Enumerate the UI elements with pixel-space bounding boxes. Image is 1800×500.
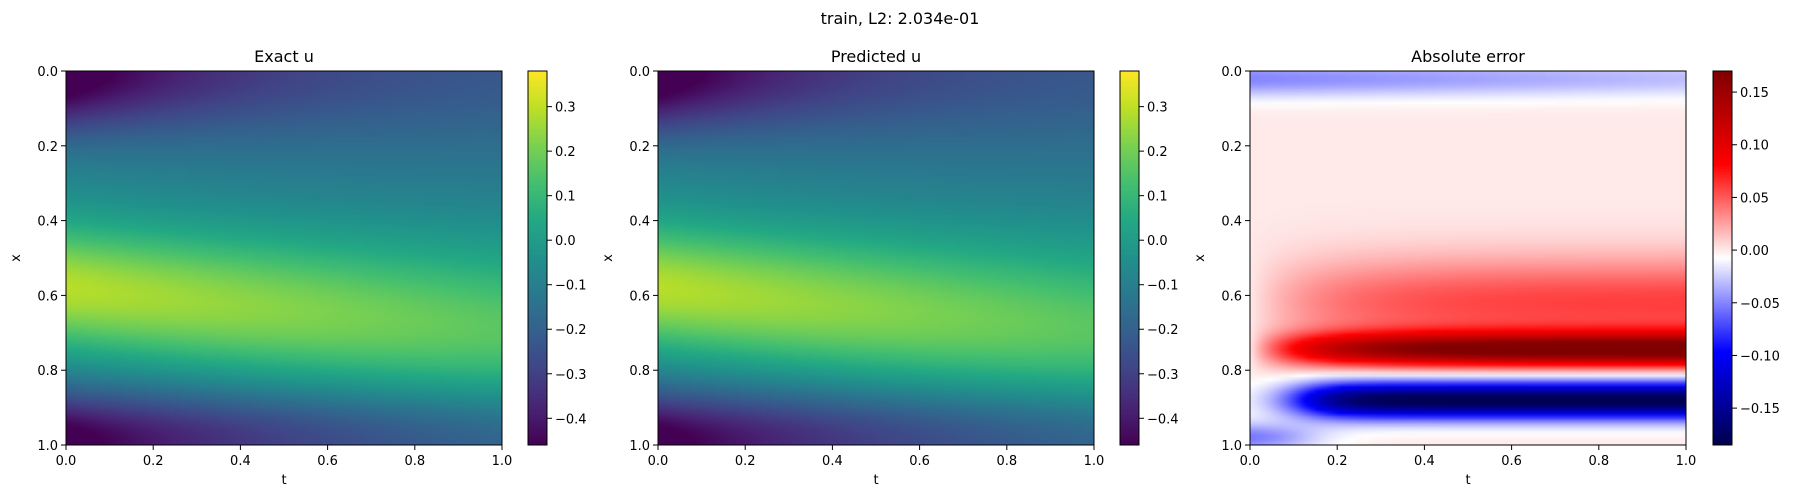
colorbar-tick-label: 0.1 bbox=[1147, 190, 1168, 205]
y-axis-label: x bbox=[1193, 254, 1208, 262]
y-tick-label: 0.6 bbox=[37, 289, 58, 304]
y-tick-label: 0.8 bbox=[629, 364, 650, 379]
colorbar-frame bbox=[1712, 70, 1733, 446]
x-tick-label: 0.0 bbox=[648, 454, 669, 469]
x-tick-label: 0.0 bbox=[56, 454, 77, 469]
colorbar-tick-label: −0.1 bbox=[555, 279, 587, 294]
colorbar-frame bbox=[527, 70, 548, 446]
colorbar-tick-label: 0.1 bbox=[555, 190, 576, 205]
colorbar bbox=[528, 71, 547, 445]
y-tick-label: 0.4 bbox=[37, 215, 58, 230]
colorbar-tick-label: −0.4 bbox=[555, 412, 587, 427]
colorbar-tick-label: 0.3 bbox=[555, 101, 576, 116]
plot-frame bbox=[657, 70, 1095, 446]
colorbar-tick-label: −0.3 bbox=[1147, 368, 1179, 383]
colorbar-tick-label: 0.2 bbox=[555, 145, 576, 160]
panel-title: Exact u bbox=[254, 47, 314, 66]
colorbar-tick-label: 0.05 bbox=[1740, 191, 1769, 206]
plot-frame bbox=[65, 70, 503, 446]
heatmap-image bbox=[66, 71, 502, 445]
colorbar-tick-label: 0.10 bbox=[1740, 139, 1769, 154]
panel-title: Predicted u bbox=[831, 47, 921, 66]
x-tick-label: 0.8 bbox=[404, 454, 425, 469]
colorbar-tick-label: −0.15 bbox=[1740, 402, 1780, 417]
x-tick-label: 0.8 bbox=[996, 454, 1017, 469]
x-tick-label: 1.0 bbox=[492, 454, 513, 469]
x-tick-label: 0.2 bbox=[143, 454, 164, 469]
y-tick-label: 0.6 bbox=[1221, 289, 1242, 304]
x-tick-label: 0.6 bbox=[909, 454, 930, 469]
panel-title: Absolute error bbox=[1411, 47, 1525, 66]
y-axis-label: x bbox=[9, 254, 24, 262]
y-tick-label: 1.0 bbox=[37, 439, 58, 454]
x-tick-label: 1.0 bbox=[1676, 454, 1697, 469]
x-tick-label: 0.8 bbox=[1588, 454, 1609, 469]
heatmap-image bbox=[658, 71, 1094, 445]
x-tick-label: 0.0 bbox=[1240, 454, 1261, 469]
y-tick-label: 0.8 bbox=[1221, 364, 1242, 379]
heatmap-image bbox=[1250, 71, 1686, 445]
x-axis-label: t bbox=[1465, 473, 1470, 488]
colorbar-frame bbox=[1119, 70, 1140, 446]
y-tick-label: 1.0 bbox=[1221, 439, 1242, 454]
y-tick-label: 0.0 bbox=[37, 65, 58, 80]
colorbar-tick-label: 0.0 bbox=[555, 234, 576, 249]
colorbar-tick-label: 0.0 bbox=[1147, 234, 1168, 249]
y-tick-label: 0.0 bbox=[1221, 65, 1242, 80]
x-tick-label: 0.2 bbox=[1327, 454, 1348, 469]
colorbar-tick-label: −0.2 bbox=[1147, 323, 1179, 338]
x-axis-label: t bbox=[281, 473, 286, 488]
x-tick-label: 0.4 bbox=[230, 454, 251, 469]
y-tick-label: 0.0 bbox=[629, 65, 650, 80]
colorbar bbox=[1120, 71, 1139, 445]
y-tick-label: 0.2 bbox=[1221, 140, 1242, 155]
x-tick-label: 0.4 bbox=[1414, 454, 1435, 469]
x-axis-label: t bbox=[873, 473, 878, 488]
x-tick-label: 1.0 bbox=[1084, 454, 1105, 469]
y-tick-label: 0.2 bbox=[629, 140, 650, 155]
y-tick-label: 0.6 bbox=[629, 289, 650, 304]
x-tick-label: 0.6 bbox=[317, 454, 338, 469]
colorbar bbox=[1713, 71, 1732, 445]
panel-1: Exact u0.0 0.2 0.4 0.6 0.8 1.00.00.20.40.60.8… bbox=[9, 47, 587, 488]
x-tick-label: 0.2 bbox=[735, 454, 756, 469]
colorbar-tick-label: 0.3 bbox=[1147, 101, 1168, 116]
y-tick-label: 1.0 bbox=[629, 439, 650, 454]
colorbar-tick-label: −0.4 bbox=[1147, 412, 1179, 427]
y-tick-label: 0.4 bbox=[1221, 215, 1242, 230]
x-tick-label: 0.6 bbox=[1501, 454, 1522, 469]
plot-frame bbox=[1249, 70, 1687, 446]
colorbar-tick-label: −0.3 bbox=[555, 368, 587, 383]
colorbar-tick-label: −0.10 bbox=[1740, 349, 1780, 364]
figure-suptitle: train, L2: 2.034e-01 bbox=[821, 9, 980, 28]
colorbar-tick-label: 0.00 bbox=[1740, 244, 1769, 259]
y-tick-label: 0.2 bbox=[37, 140, 58, 155]
y-tick-label: 0.4 bbox=[629, 215, 650, 230]
x-tick-label: 0.4 bbox=[822, 454, 843, 469]
colorbar-tick-label: 0.2 bbox=[1147, 145, 1168, 160]
colorbar-tick-label: −0.1 bbox=[1147, 279, 1179, 294]
colorbar-tick-label: −0.05 bbox=[1740, 297, 1780, 312]
y-tick-label: 0.8 bbox=[37, 364, 58, 379]
panel-2: Predicted u0.0 0.2 0.4 0.6 0.8 1.00.00.20.40.… bbox=[601, 47, 1179, 488]
colorbar-tick-label: 0.15 bbox=[1740, 86, 1769, 101]
y-axis-label: x bbox=[601, 254, 616, 262]
colorbar-tick-label: −0.2 bbox=[555, 323, 587, 338]
